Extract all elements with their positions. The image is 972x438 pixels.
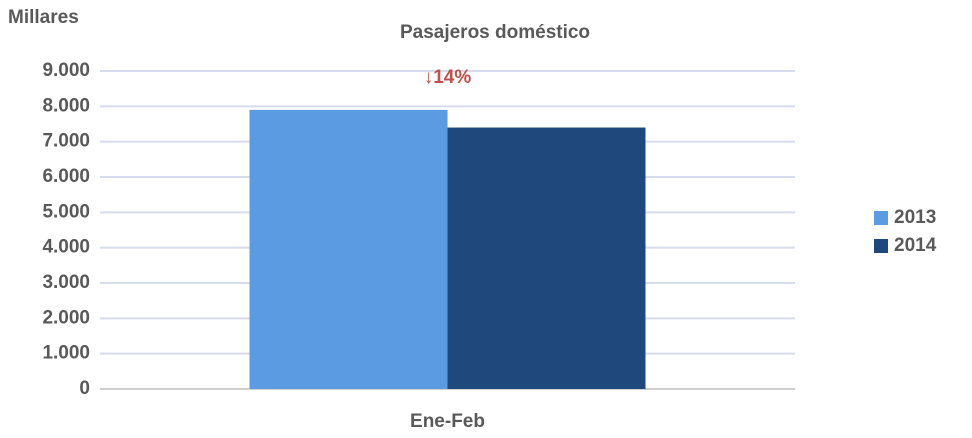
y-tick-label: 0 xyxy=(79,378,90,399)
y-tick-label: 3.000 xyxy=(42,272,90,293)
y-tick-label: 1.000 xyxy=(42,343,90,364)
bar xyxy=(447,127,646,390)
y-tick-label: 8.000 xyxy=(42,95,90,116)
y-tick-label: 2.000 xyxy=(42,307,90,328)
bar xyxy=(249,109,448,389)
y-tick-label: 4.000 xyxy=(42,237,90,258)
annotation: ↓14% xyxy=(424,67,472,88)
y-tick-label: 7.000 xyxy=(42,131,90,152)
y-tick-label: 5.000 xyxy=(42,201,90,222)
y-tick-label: 6.000 xyxy=(42,166,90,187)
legend-swatch xyxy=(874,239,888,253)
chart-title: Pasajeros doméstico xyxy=(400,22,590,43)
legend-label: 2014 xyxy=(894,235,937,256)
y-axis-label: Millares xyxy=(8,7,79,28)
x-tick-label: Ene-Feb xyxy=(410,411,485,432)
legend-swatch xyxy=(874,211,888,225)
y-tick-label: 9.000 xyxy=(42,60,90,81)
legend-label: 2013 xyxy=(894,207,936,228)
